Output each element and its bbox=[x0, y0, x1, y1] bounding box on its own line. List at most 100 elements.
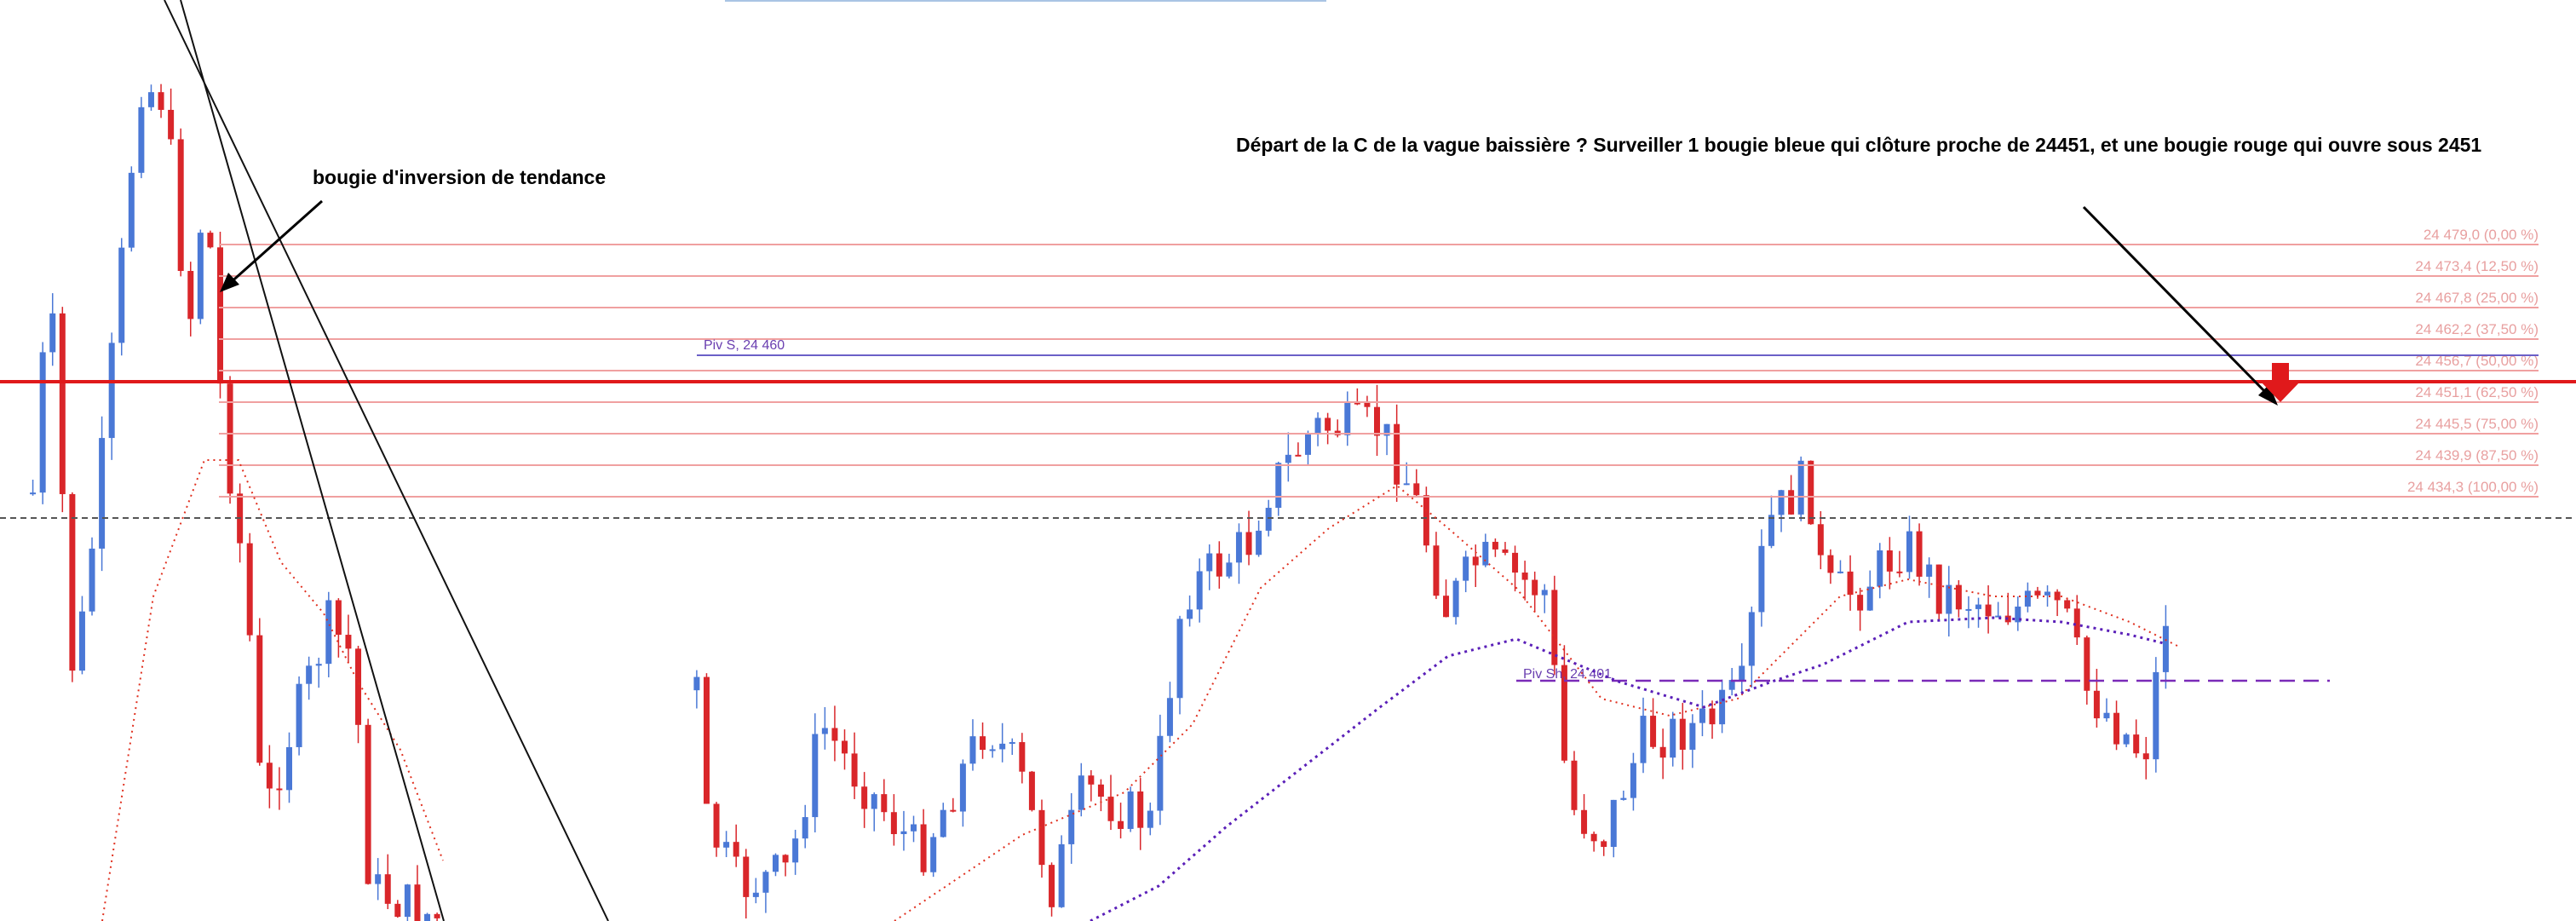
candle-body bbox=[1127, 791, 1134, 829]
candle-body bbox=[1325, 417, 1331, 431]
candle-body bbox=[1314, 417, 1321, 435]
candle-body bbox=[713, 803, 720, 848]
candle-body bbox=[723, 842, 730, 848]
candle-body bbox=[158, 92, 164, 110]
trend-line bbox=[164, 0, 609, 921]
candle-body bbox=[1256, 530, 1262, 555]
candle-body bbox=[30, 492, 37, 495]
sell-signal bbox=[2261, 363, 2300, 402]
moving-average bbox=[1090, 616, 2165, 921]
pivot-label: Piv Sh, 24 401 bbox=[1523, 667, 1612, 682]
candle-body bbox=[1107, 797, 1114, 821]
candle-body bbox=[394, 903, 401, 918]
candle-body bbox=[792, 838, 799, 863]
candle-body bbox=[1137, 791, 1144, 828]
candle-body bbox=[1659, 746, 1666, 758]
fib-label: 24 479,0 (0,00 %) bbox=[2424, 227, 2539, 243]
candle-body bbox=[1028, 771, 1035, 810]
candle-body bbox=[1265, 508, 1272, 531]
candle-body bbox=[384, 874, 391, 904]
candle-body bbox=[1433, 545, 1440, 596]
candle-body bbox=[1097, 784, 1104, 797]
candle-body bbox=[99, 438, 106, 549]
candle-body bbox=[1275, 463, 1282, 509]
candle-body bbox=[2084, 637, 2090, 691]
candle-body bbox=[2024, 590, 2031, 607]
candle-body bbox=[1423, 495, 1429, 546]
candle-body bbox=[404, 884, 411, 918]
candle-body bbox=[315, 664, 322, 666]
candle-body bbox=[1808, 460, 1814, 525]
candle-body bbox=[1827, 555, 1834, 573]
candle-body bbox=[1590, 833, 1597, 842]
candle-body bbox=[59, 313, 66, 494]
candle-body bbox=[1896, 571, 1903, 573]
candle-body bbox=[999, 743, 1006, 750]
candles bbox=[30, 83, 2169, 921]
candle-body bbox=[256, 635, 263, 763]
candle-body bbox=[2153, 671, 2159, 760]
candle-body bbox=[1235, 532, 1242, 563]
annotation: bougie d'inversion de tendance bbox=[313, 166, 606, 188]
candle-body bbox=[1394, 423, 1400, 485]
candle-body bbox=[1886, 550, 1893, 572]
candle-body bbox=[1689, 722, 1696, 750]
candle-body bbox=[69, 493, 76, 671]
candle-body bbox=[1354, 402, 1360, 405]
candle-body bbox=[1797, 460, 1804, 515]
candle-body bbox=[1413, 483, 1420, 496]
candle-body bbox=[1551, 590, 1558, 665]
candle-body bbox=[1620, 797, 1627, 800]
trend-line bbox=[180, 0, 445, 921]
fib-label: 24 467,8 (25,00 %) bbox=[2415, 290, 2539, 306]
candle-body bbox=[345, 635, 352, 649]
candle-body bbox=[2103, 712, 2110, 719]
candle-body bbox=[296, 683, 302, 747]
candle-body bbox=[1383, 423, 1390, 436]
candle-body bbox=[78, 611, 85, 671]
candle-body bbox=[881, 794, 888, 813]
candle-body bbox=[851, 753, 858, 787]
candle-body bbox=[2054, 591, 2061, 601]
candle-body bbox=[246, 543, 253, 636]
candle-body bbox=[1650, 716, 1657, 747]
candle-body bbox=[216, 247, 223, 384]
candle-body bbox=[1640, 716, 1647, 763]
candle-body bbox=[1295, 454, 1302, 457]
candle-body bbox=[1078, 775, 1084, 810]
arrow-head bbox=[2258, 384, 2278, 406]
candle-body bbox=[772, 855, 779, 872]
fib-label: 24 451,1 (62,50 %) bbox=[2415, 384, 2539, 400]
candle-body bbox=[2015, 606, 2021, 623]
candle-body bbox=[1443, 596, 1450, 618]
candle-body bbox=[49, 313, 56, 353]
candle-body bbox=[2133, 734, 2140, 754]
candle-body bbox=[1118, 820, 1124, 829]
candle-body bbox=[1058, 843, 1065, 907]
candle-body bbox=[1403, 483, 1410, 486]
candle-body bbox=[325, 600, 332, 665]
moving-average bbox=[894, 484, 2182, 921]
candle-body bbox=[2064, 600, 2071, 609]
candle-body bbox=[1985, 604, 1992, 617]
candle-body bbox=[1285, 454, 1291, 463]
candle-body bbox=[1492, 541, 1498, 550]
candle-body bbox=[743, 856, 750, 897]
candle-body bbox=[842, 740, 848, 754]
candle-body bbox=[1038, 809, 1045, 866]
candle-body bbox=[1837, 571, 1843, 573]
candle-body bbox=[762, 872, 769, 893]
candle-body bbox=[1364, 402, 1371, 407]
candle-body bbox=[355, 648, 362, 725]
candle-body bbox=[1739, 665, 1745, 681]
candle-body bbox=[1068, 809, 1075, 844]
candle-body bbox=[1866, 586, 1873, 611]
candle-body bbox=[434, 913, 440, 918]
candle-body bbox=[1344, 402, 1351, 435]
candle-body bbox=[782, 855, 789, 863]
candle-body bbox=[861, 786, 868, 809]
candle-body bbox=[890, 812, 897, 835]
candle-body bbox=[703, 676, 710, 804]
candle-body bbox=[118, 247, 125, 343]
candle-body bbox=[2034, 590, 2041, 596]
